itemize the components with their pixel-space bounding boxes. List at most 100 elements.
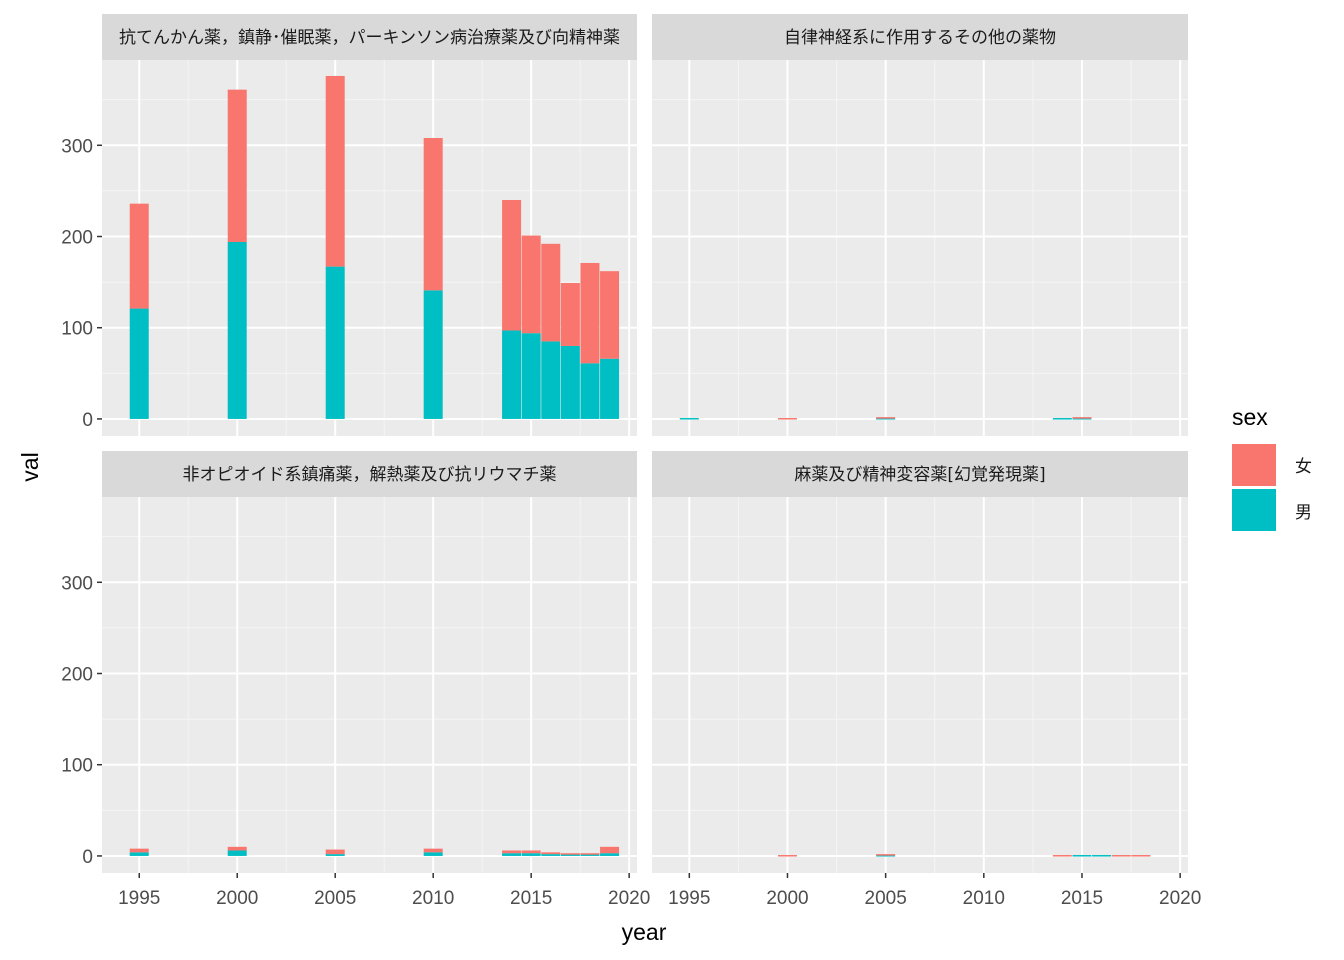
bar-female-2000 <box>227 89 247 242</box>
y-tick-label: 0 <box>82 847 93 868</box>
bar-male-2000 <box>227 241 247 419</box>
y-tick-label: 200 <box>61 665 93 686</box>
bar-male-2015 <box>521 333 541 419</box>
panel-1: 抗てんかん薬，鎮静･催眠薬，パーキンソン病治療薬及び向精神薬 <box>102 14 637 436</box>
x-tick-label: 2015 <box>1061 888 1103 909</box>
bar-female-2005 <box>876 854 896 856</box>
bar-female-2000 <box>777 418 797 420</box>
legend-label-female: 女 <box>1295 457 1312 477</box>
bar-female-2000 <box>227 846 247 851</box>
y-tick-label: 100 <box>61 756 93 777</box>
x-tick-label: 2015 <box>510 888 552 909</box>
y-axis-layer: 0 100 200 300 0 100 200 300 <box>61 136 102 868</box>
x-axis-layer: 1995 2000 2005 2010 2015 2020 1995 2000 2005 2010… <box>118 873 1201 909</box>
bar-female-2000 <box>777 855 797 857</box>
bar-male-1995 <box>129 308 149 419</box>
x-tick-label: 2020 <box>1159 888 1201 909</box>
bar-male-2017 <box>560 345 580 419</box>
strip-background <box>652 14 1188 60</box>
bar-male-2017 <box>560 854 580 856</box>
panel-3: 非オピオイド系鎮痛薬，解熱薬及び抗リウマチ薬 <box>102 451 637 873</box>
y-tick-label: 300 <box>61 136 93 157</box>
bar-male-2014 <box>502 330 522 419</box>
x-tick-label: 2005 <box>865 888 907 909</box>
bar-male-2018 <box>580 854 600 856</box>
bar-female-2015 <box>521 235 541 334</box>
plot-background <box>652 60 1188 436</box>
y-tick-label: 0 <box>82 410 93 431</box>
x-tick-label: 1995 <box>118 888 160 909</box>
bar-female-2005 <box>325 75 345 267</box>
bar-male-1995 <box>129 852 149 856</box>
legend-key-female <box>1232 444 1276 486</box>
bar-female-2018 <box>580 853 600 855</box>
x-tick-label: 2020 <box>608 888 650 909</box>
x-tick-label: 1995 <box>668 888 710 909</box>
bar-female-2005 <box>876 417 896 419</box>
bar-male-2014 <box>1052 418 1072 420</box>
bar-female-2018 <box>1131 855 1151 857</box>
bar-female-2014 <box>502 850 522 854</box>
bar-female-2014 <box>1052 855 1072 857</box>
y-tick-label: 100 <box>61 319 93 340</box>
bar-female-2016 <box>541 243 561 342</box>
panel-2: 自律神経系に作用するその他の薬物 <box>652 14 1188 436</box>
bar-female-2005 <box>325 849 345 855</box>
bar-female-2016 <box>541 852 561 855</box>
bar-female-2015 <box>521 850 541 854</box>
strip-background <box>102 14 637 60</box>
legend-title: sex <box>1232 404 1268 430</box>
bar-male-2010 <box>423 290 443 419</box>
bar-female-2017 <box>560 283 580 346</box>
legend: sex 女 男 <box>1232 404 1312 531</box>
bar-female-1995 <box>129 203 149 309</box>
strip-label: 非オピオイド系鎮痛薬，解熱薬及び抗リウマチ薬 <box>183 465 557 485</box>
plot-background <box>102 497 637 873</box>
bar-male-2019 <box>600 358 620 419</box>
x-tick-label: 2010 <box>412 888 454 909</box>
x-tick-label: 2010 <box>963 888 1005 909</box>
plot-background <box>652 497 1188 873</box>
bar-male-2015 <box>1072 418 1092 420</box>
bar-female-2010 <box>423 848 443 853</box>
panels-layer: 抗てんかん薬，鎮静･催眠薬，パーキンソン病治療薬及び向精神薬 自律神経系に作用する… <box>102 14 1188 873</box>
bar-female-2019 <box>600 846 620 854</box>
bar-male-2015 <box>1072 855 1092 857</box>
bar-male-2016 <box>541 854 561 856</box>
bar-female-2014 <box>502 200 522 331</box>
bar-male-2005 <box>876 418 896 420</box>
strip-label: 抗てんかん薬，鎮静･催眠薬，パーキンソン病治療薬及び向精神薬 <box>119 28 620 48</box>
x-tick-label: 2000 <box>216 888 258 909</box>
bar-male-2019 <box>600 853 620 856</box>
strip-background <box>652 451 1188 497</box>
legend-label-male: 男 <box>1295 503 1312 523</box>
strip-label: 自律神経系に作用するその他の薬物 <box>784 28 1056 48</box>
bar-female-2015 <box>1072 417 1092 419</box>
bar-female-2017 <box>1111 855 1131 857</box>
bar-male-2015 <box>521 853 541 856</box>
bar-male-2005 <box>876 855 896 857</box>
strip-background <box>102 451 637 497</box>
bar-male-2005 <box>325 854 345 856</box>
legend-key-male <box>1232 489 1276 531</box>
bar-male-2000 <box>227 850 247 856</box>
x-axis-title: year <box>622 919 667 945</box>
bar-male-2010 <box>423 852 443 856</box>
bar-male-2005 <box>325 266 345 419</box>
x-tick-label: 2005 <box>314 888 356 909</box>
bar-female-2010 <box>423 137 443 291</box>
y-axis-title: val <box>17 452 43 481</box>
bar-male-2018 <box>580 363 600 419</box>
x-tick-label: 2000 <box>766 888 808 909</box>
bar-female-2018 <box>580 262 600 364</box>
bar-female-2019 <box>600 271 620 359</box>
strip-label: 麻薬及び精神変容薬[幻覚発現薬] <box>794 465 1045 485</box>
bar-female-1995 <box>129 848 149 853</box>
bar-male-2016 <box>541 341 561 419</box>
bar-male-1995 <box>679 418 699 420</box>
bar-male-2016 <box>1092 855 1112 857</box>
bar-female-2017 <box>560 853 580 855</box>
y-tick-label: 300 <box>61 573 93 594</box>
panel-4: 麻薬及び精神変容薬[幻覚発現薬] <box>652 451 1188 873</box>
bar-male-2014 <box>502 853 522 856</box>
